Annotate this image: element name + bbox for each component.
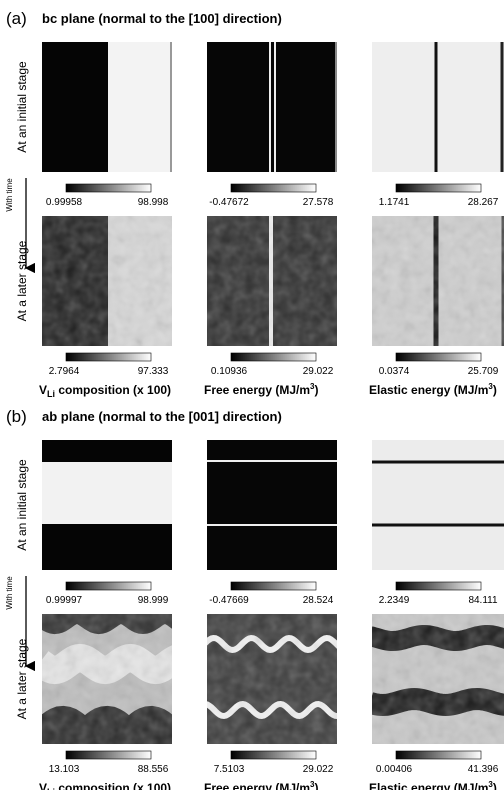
colorbar-min: 2.7964 (49, 366, 80, 377)
simulation-image (42, 216, 172, 346)
simulation-image (42, 614, 172, 744)
column-label: VLi composition (x 100) (39, 383, 171, 399)
texture (42, 614, 172, 744)
colorbar-max: 29.022 (303, 764, 334, 775)
simulation-image (372, 614, 504, 744)
colorbar-max: 97.333 (138, 366, 169, 377)
label-text: composition (x 100) (55, 781, 171, 790)
colorbar-min: -0.47672 (209, 197, 249, 208)
colorbar (65, 352, 152, 362)
colorbar-min: 7.5103 (214, 764, 245, 775)
colorbar (230, 581, 317, 591)
label-text: Free energy (MJ/m (204, 781, 310, 790)
label-text: V (39, 383, 47, 397)
colorbar-max: 41.396 (468, 764, 499, 775)
colorbar (230, 183, 317, 193)
column-label: Free energy (MJ/m3) (204, 780, 319, 790)
texture (372, 216, 504, 346)
colorbar-max: 27.578 (303, 197, 334, 208)
texture (207, 216, 337, 346)
column-label: Elastic energy (MJ/m3) (369, 780, 497, 790)
colorbar-min: 2.2349 (379, 595, 410, 606)
label-text: Elastic energy (MJ/m (369, 383, 488, 397)
label-subscript: Li (47, 787, 55, 790)
label-superscript: 3 (310, 780, 315, 789)
colorbar (65, 183, 152, 193)
row-label: At a later stage (15, 638, 29, 719)
colorbar-max: 25.709 (468, 366, 499, 377)
region (108, 42, 172, 172)
label-superscript: 3 (488, 382, 493, 391)
colorbar-min: 0.00406 (376, 764, 413, 775)
colorbar-min: 1.1741 (379, 197, 410, 208)
colorbar-min: 0.99958 (46, 197, 83, 208)
column-label: Free energy (MJ/m3) (204, 382, 319, 397)
colorbar (395, 352, 482, 362)
time-label: With time (5, 576, 14, 610)
colorbar-max: 88.556 (138, 764, 169, 775)
label-text: V (39, 781, 47, 790)
texture (372, 614, 504, 744)
colorbar-min: 0.10936 (211, 366, 248, 377)
region (372, 440, 504, 570)
colorbar-max: 28.267 (468, 197, 499, 208)
colorbar-min: 13.103 (49, 764, 80, 775)
label-text: ) (493, 383, 497, 397)
simulation-image (372, 42, 504, 172)
row-label: At an initial stage (15, 61, 29, 153)
label-superscript: 3 (488, 780, 493, 789)
colorbar-max: 98.998 (138, 197, 169, 208)
label-superscript: 3 (310, 382, 315, 391)
panel-label: (a) (6, 9, 27, 28)
colorbar (65, 750, 152, 760)
panel-title: ab plane (normal to the [001] direction) (42, 409, 282, 424)
colorbar (65, 581, 152, 591)
region (207, 42, 337, 172)
colorbar-max: 84.111 (468, 595, 498, 606)
simulation-image (207, 614, 337, 744)
colorbar-max: 98.999 (138, 595, 169, 606)
simulation-image (42, 42, 172, 172)
simulation-image (372, 440, 504, 570)
colorbar-max: 28.524 (303, 595, 334, 606)
colorbar-max: 29.022 (303, 366, 334, 377)
label-text: Free energy (MJ/m (204, 383, 310, 397)
simulation-image (42, 440, 172, 570)
column-label: Elastic energy (MJ/m3) (369, 382, 497, 397)
colorbar (395, 750, 482, 760)
label-text: composition (x 100) (55, 383, 171, 397)
colorbar-min: -0.47669 (209, 595, 249, 606)
simulation-image (372, 216, 504, 346)
label-text: ) (315, 383, 319, 397)
colorbar (395, 183, 482, 193)
label-text: ) (493, 781, 497, 790)
colorbar-min: 0.99997 (46, 595, 83, 606)
row-label: At an initial stage (15, 459, 29, 551)
texture (42, 216, 172, 346)
column-label: VLi composition (x 100) (39, 781, 171, 790)
label-text: Elastic energy (MJ/m (369, 781, 488, 790)
row-label: At a later stage (15, 240, 29, 321)
simulation-image (207, 42, 337, 172)
colorbar (395, 581, 482, 591)
simulation-image (207, 440, 337, 570)
label-subscript: Li (47, 389, 55, 399)
panel-title: bc plane (normal to the [100] direction) (42, 11, 282, 26)
region (42, 462, 172, 524)
colorbar-min: 0.0374 (379, 366, 410, 377)
region (207, 440, 337, 570)
panel-label: (b) (6, 407, 27, 426)
texture (207, 614, 337, 744)
colorbar (230, 352, 317, 362)
colorbar (230, 750, 317, 760)
time-label: With time (5, 178, 14, 212)
region (372, 42, 504, 172)
simulation-image (207, 216, 337, 346)
label-text: ) (315, 781, 319, 790)
region (42, 42, 108, 172)
